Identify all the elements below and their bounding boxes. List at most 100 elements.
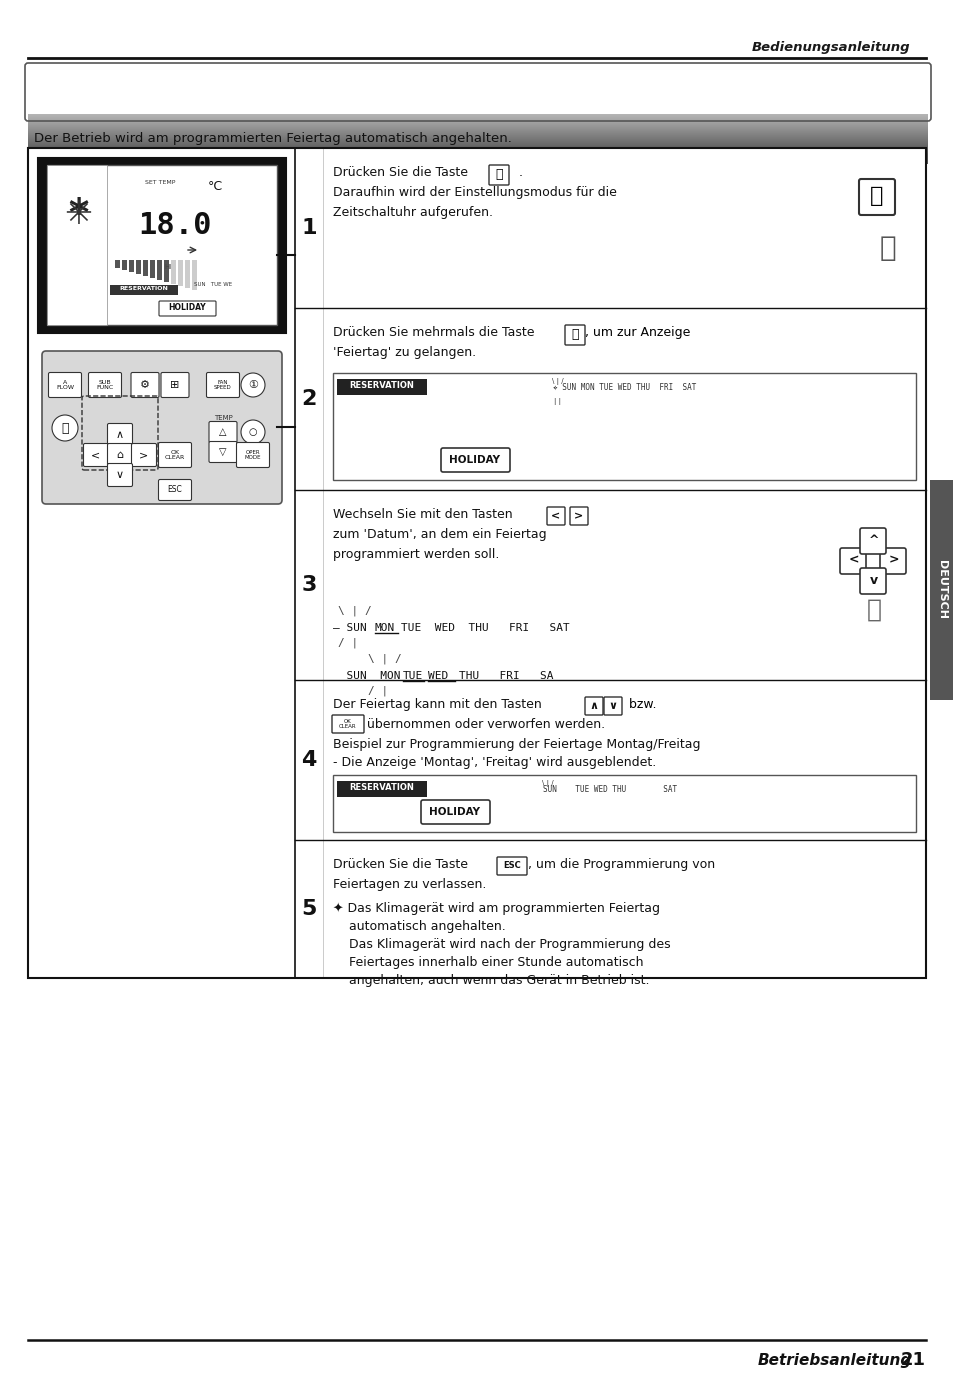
FancyBboxPatch shape <box>497 857 526 875</box>
Text: .: . <box>518 167 522 179</box>
Text: WED: WED <box>428 671 448 680</box>
Text: ✳: ✳ <box>64 199 91 231</box>
Text: °C: °C <box>207 181 222 193</box>
Text: 21: 21 <box>900 1351 925 1369</box>
Text: Programmierung: Programmierung von Feiertagen: Programmierung: Programmierung von Feier… <box>193 81 766 101</box>
Bar <box>192 260 196 290</box>
FancyBboxPatch shape <box>161 372 189 398</box>
FancyBboxPatch shape <box>159 301 215 316</box>
Bar <box>129 260 133 272</box>
Text: >: > <box>574 511 583 521</box>
Text: Daraufhin wird der Einstellungsmodus für die: Daraufhin wird der Einstellungsmodus für… <box>333 186 617 199</box>
FancyBboxPatch shape <box>236 442 269 468</box>
Text: Wechseln Sie mit den Tasten: Wechseln Sie mit den Tasten <box>333 508 512 521</box>
Text: <: < <box>551 511 560 521</box>
Text: \ | /: \ | / <box>368 652 401 664</box>
Bar <box>336 781 427 797</box>
Text: OK
CLEAR: OK CLEAR <box>339 718 356 729</box>
Text: Bedienungsanleitung: Bedienungsanleitung <box>751 42 909 55</box>
Text: ⏱: ⏱ <box>61 421 69 434</box>
FancyBboxPatch shape <box>859 528 885 554</box>
Text: OK
CLEAR: OK CLEAR <box>165 449 185 461</box>
Text: 3: 3 <box>301 575 316 595</box>
FancyBboxPatch shape <box>840 547 865 574</box>
Text: , um zur Anzeige: , um zur Anzeige <box>584 326 690 339</box>
Bar <box>47 165 107 325</box>
Text: Beispiel zur Programmierung der Feiertage Montag/Freitag: Beispiel zur Programmierung der Feiertag… <box>333 738 700 750</box>
Text: — SUN: — SUN <box>333 623 366 633</box>
Text: THU   FRI   SA: THU FRI SA <box>458 671 553 680</box>
FancyBboxPatch shape <box>158 479 192 501</box>
Text: Das Klimagerät wird nach der Programmierung des: Das Klimagerät wird nach der Programmier… <box>333 938 670 951</box>
Text: SET TEMP: SET TEMP <box>145 181 175 185</box>
Text: Betriebsanleitung: Betriebsanleitung <box>757 1352 911 1368</box>
Bar <box>122 260 127 270</box>
Text: ✋: ✋ <box>865 598 881 622</box>
Text: ⏱: ⏱ <box>869 186 882 206</box>
Text: Der Betrieb wird am programmierten Feiertag automatisch angehalten.: Der Betrieb wird am programmierten Feier… <box>34 132 512 146</box>
Text: 2: 2 <box>301 389 316 409</box>
Bar <box>185 260 190 288</box>
Text: ∧: ∧ <box>589 701 598 711</box>
FancyBboxPatch shape <box>131 372 159 398</box>
Circle shape <box>241 372 265 398</box>
Text: HOLIDAY: HOLIDAY <box>168 304 206 312</box>
FancyBboxPatch shape <box>108 444 132 466</box>
Circle shape <box>52 414 78 441</box>
Bar <box>110 286 178 295</box>
FancyBboxPatch shape <box>332 715 364 734</box>
Text: TUE: TUE <box>402 671 423 680</box>
Text: HOLIDAY: HOLIDAY <box>449 455 500 465</box>
Text: \ | /: \ | / <box>337 605 372 616</box>
Text: angehalten, auch wenn das Gerät in Betrieb ist.: angehalten, auch wenn das Gerät in Betri… <box>333 974 649 987</box>
FancyBboxPatch shape <box>42 351 282 504</box>
Bar <box>38 158 286 333</box>
Text: ①: ① <box>248 379 257 391</box>
Text: TEMP: TEMP <box>213 414 233 421</box>
Circle shape <box>241 420 265 444</box>
Text: Drücken Sie mehrmals die Taste: Drücken Sie mehrmals die Taste <box>333 326 534 339</box>
Text: ⚙: ⚙ <box>140 379 150 391</box>
Text: 5: 5 <box>301 899 316 918</box>
FancyBboxPatch shape <box>89 372 121 398</box>
Text: bzw.: bzw. <box>624 699 656 711</box>
FancyBboxPatch shape <box>206 372 239 398</box>
FancyBboxPatch shape <box>49 372 81 398</box>
FancyBboxPatch shape <box>132 444 156 466</box>
Text: Der Feiertag kann mit den Tasten: Der Feiertag kann mit den Tasten <box>333 699 541 711</box>
Bar <box>115 260 120 267</box>
Text: ∨: ∨ <box>608 701 617 711</box>
Bar <box>136 260 141 274</box>
Text: 4: 4 <box>301 750 316 770</box>
Text: ✦ Das Klimagerät wird am programmierten Feiertag: ✦ Das Klimagerät wird am programmierten … <box>333 902 659 916</box>
Bar <box>47 165 276 325</box>
Bar <box>28 148 925 979</box>
Text: Drücken Sie die Taste: Drücken Sie die Taste <box>333 167 468 179</box>
FancyBboxPatch shape <box>569 507 587 525</box>
Text: 1: 1 <box>301 218 316 238</box>
Text: A
FLOW: A FLOW <box>56 379 74 391</box>
Bar <box>336 379 427 395</box>
Bar <box>164 260 169 281</box>
Bar <box>929 480 953 700</box>
FancyBboxPatch shape <box>108 463 132 487</box>
FancyBboxPatch shape <box>420 799 490 825</box>
Text: 'Feiertag' zu gelangen.: 'Feiertag' zu gelangen. <box>333 346 476 358</box>
Text: \ | /: \ | / <box>541 780 554 787</box>
FancyBboxPatch shape <box>209 421 236 442</box>
FancyBboxPatch shape <box>440 448 510 472</box>
Text: ESC: ESC <box>502 861 520 871</box>
Text: OPER
MODE: OPER MODE <box>245 449 261 461</box>
Text: FAN
SPEED: FAN SPEED <box>213 379 232 391</box>
Text: SUN  MON: SUN MON <box>333 671 400 680</box>
Text: *: * <box>68 196 88 234</box>
FancyBboxPatch shape <box>584 697 602 715</box>
FancyBboxPatch shape <box>859 568 885 594</box>
Text: ⊞: ⊞ <box>171 379 179 391</box>
Text: ⏱: ⏱ <box>495 168 502 182</box>
Text: ∨: ∨ <box>116 470 124 480</box>
Text: automatisch angehalten.: automatisch angehalten. <box>333 920 505 932</box>
Text: ESC: ESC <box>168 486 182 494</box>
Bar <box>333 372 915 480</box>
Text: SUN   TUE WE: SUN TUE WE <box>193 283 232 287</box>
